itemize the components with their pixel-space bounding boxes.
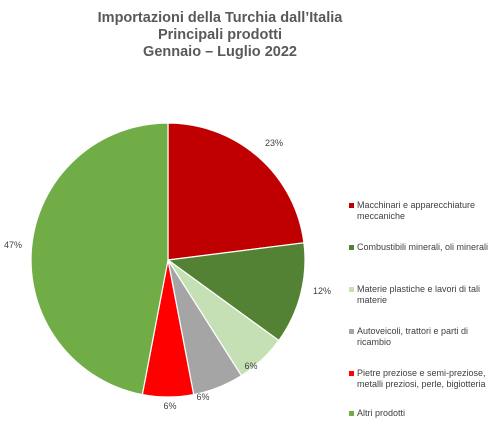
legend-label-autoveicoli: Autoveicoli, trattori e parti di ricambi… [357, 326, 469, 347]
legend-swatch-pietre-preziose [349, 371, 354, 376]
chart-title-line-2: Principali prodotti [157, 27, 283, 43]
legend-swatch-altri-prodotti [349, 411, 354, 416]
legend-swatch-autoveicoli [349, 329, 354, 334]
legend-item-materie-plastiche: Materie plastiche e lavori di tali mater… [349, 284, 499, 306]
legend-swatch-combustibili [349, 245, 354, 250]
legend-label-altri-prodotti: Altri prodotti [357, 408, 406, 418]
legend-label-materie-plastiche: Materie plastiche e lavori di tali mater… [357, 284, 481, 305]
legend-item-pietre-preziose: Pietre preziose e semi-preziose, metalli… [349, 368, 499, 390]
pie-slice-combustibili [166, 242, 306, 342]
legend-label-combustibili: Combustibili minerali, oli minerali [357, 242, 489, 252]
legend-item-combustibili: Combustibili minerali, oli minerali [349, 242, 488, 253]
chart-title-line-3: Gennaio – Luglio 2022 [143, 44, 297, 60]
legend-item-macchinari: Macchinari e apparecchiature meccaniche [349, 200, 499, 222]
pie-label-materie-plastiche: 6% [244, 361, 257, 371]
pie-label-autoveicoli: 6% [196, 392, 209, 402]
pie-label-altri-prodotti: 47% [4, 240, 22, 250]
pie-label-macchinari: 23% [265, 138, 283, 148]
legend-swatch-macchinari [349, 203, 354, 208]
pie-slice-macchinari [167, 122, 305, 261]
legend-label-macchinari: Macchinari e apparecchiature meccaniche [357, 200, 476, 221]
chart-title: Importazioni della Turchia dall’Italia P… [0, 10, 440, 61]
legend-item-altri-prodotti: Altri prodotti [349, 408, 405, 419]
chart-title-line-1: Importazioni della Turchia dall’Italia [97, 10, 343, 26]
pie-label-combustibili: 12% [313, 286, 331, 296]
legend-item-autoveicoli: Autoveicoli, trattori e parti di ricambi… [349, 326, 499, 348]
legend-swatch-materie-plastiche [349, 287, 354, 292]
legend-label-pietre-preziose: Pietre preziose e semi-preziose, metalli… [357, 368, 486, 389]
pie-slice-altri-prodotti [30, 122, 169, 396]
pie-label-pietre-preziose: 6% [163, 401, 176, 411]
